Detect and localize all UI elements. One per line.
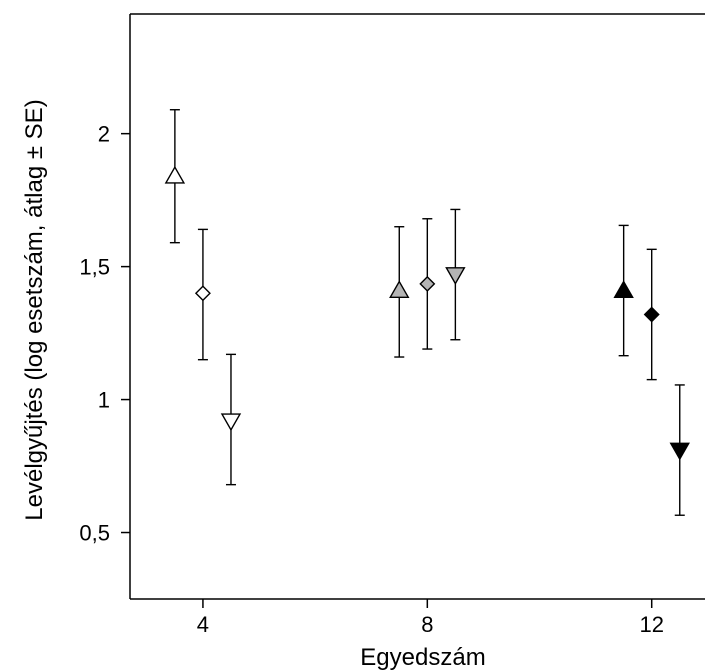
y-tick-label: 1,5 [79,255,110,280]
diamond-marker [194,285,211,302]
diamond-marker [643,306,660,323]
y-axis-title: Levélgyűjtés (log esetszám, átlag ± SE) [21,99,48,520]
triangle-up-marker [164,165,186,184]
y-tick-label: 2 [98,122,110,147]
y-tick-label: 1 [98,388,110,413]
diamond-marker [419,275,436,292]
triangle-up-marker [613,280,634,298]
y-axis: 0,5 1 1,5 2 [79,122,130,546]
x-tick-label: 12 [639,612,663,637]
triangle-down-marker [220,413,242,432]
data-points [164,109,690,516]
plot-frame [129,13,705,600]
x-tick-label: 4 [197,612,209,637]
triangle-up-marker [389,280,410,298]
triangle-down-marker [445,267,466,286]
y-tick-label: 0,5 [79,521,110,546]
triangle-down-marker [669,442,690,461]
x-axis-title: Egyedszám [360,644,485,670]
x-tick-label: 8 [421,612,433,637]
x-axis: 4 8 12 [197,599,664,637]
